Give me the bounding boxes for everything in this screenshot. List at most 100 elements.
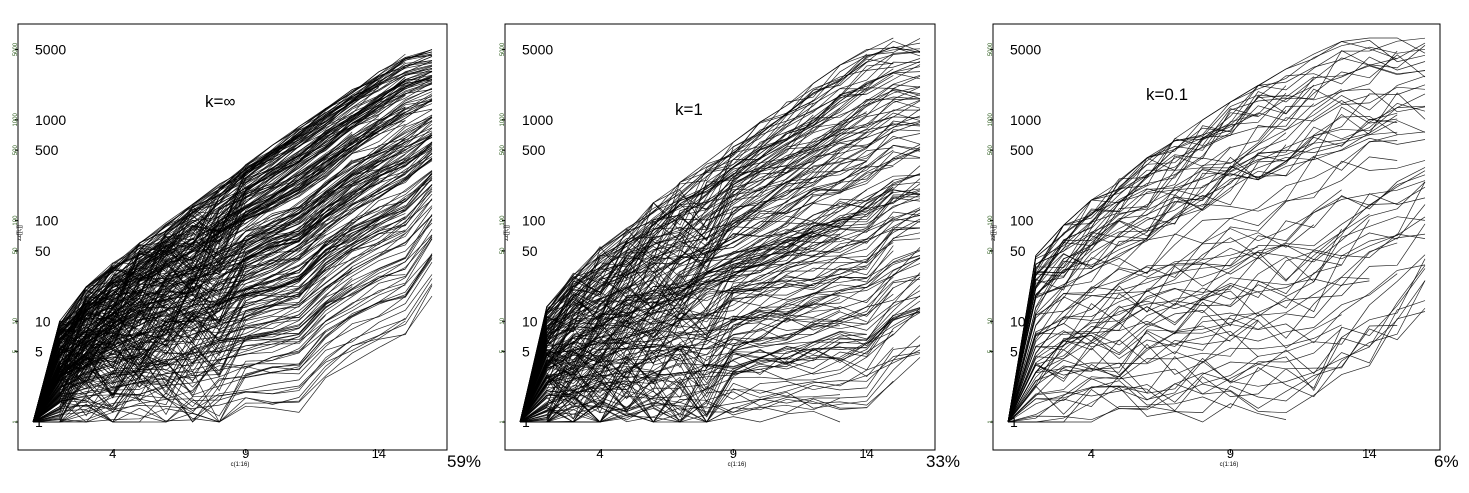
- series-line: [32, 295, 433, 423]
- series-line: [1007, 88, 1342, 423]
- series-line: [32, 131, 353, 423]
- series-line: [32, 61, 433, 423]
- series-line: [32, 238, 433, 423]
- series-line: [519, 96, 921, 423]
- series-line: [1007, 328, 1342, 423]
- y-tick-label-small: 1: [500, 420, 506, 424]
- series-line: [519, 161, 867, 423]
- x-tick-label: 4: [109, 446, 116, 461]
- series-line: [519, 391, 841, 423]
- series-line: [33, 288, 326, 423]
- series-line: [32, 77, 406, 423]
- series-line: [32, 70, 433, 423]
- series-line: [1007, 86, 1426, 423]
- series-line: [32, 120, 433, 423]
- y-tick-label-small: 1: [13, 420, 19, 424]
- y-tick-label: 1000: [35, 112, 66, 128]
- series-line: [519, 122, 894, 423]
- series-line: [519, 209, 921, 423]
- series-line: [1007, 216, 1426, 423]
- percent-label-2: 33%: [926, 452, 961, 471]
- y-tick-label-small: 5000: [13, 42, 19, 56]
- y-tick-label-small: 1000: [13, 113, 19, 127]
- series-line: [519, 74, 921, 423]
- series-line: [519, 250, 894, 423]
- series-line: [32, 214, 433, 423]
- series-line: [519, 307, 921, 423]
- series-line: [519, 111, 867, 423]
- plot-frame: [992, 23, 1441, 451]
- series-line: [1007, 307, 1426, 423]
- series-line: [519, 274, 921, 423]
- y-tick-label: 100: [35, 213, 59, 229]
- k-annotation: k=∞: [205, 92, 236, 111]
- series-line: [520, 410, 841, 423]
- series-line: [32, 164, 379, 423]
- series-line: [519, 61, 921, 423]
- series-line: [519, 135, 921, 423]
- y-tick-label: 1000: [522, 112, 553, 128]
- series-line: [519, 64, 921, 423]
- series-line: [1007, 264, 1426, 423]
- series-line: [519, 100, 921, 423]
- series-line: [32, 176, 433, 423]
- series-line: [519, 258, 921, 423]
- series-line: [32, 193, 433, 423]
- series-line: [519, 167, 814, 423]
- series-line: [32, 60, 433, 423]
- series-line: [1007, 180, 1426, 423]
- y-tick-label: 5000: [1010, 41, 1041, 57]
- k-annotation: k=0.1: [1146, 85, 1188, 104]
- series-line: [32, 267, 353, 423]
- y-tick-label: 1: [35, 414, 43, 430]
- series-line: [32, 177, 433, 423]
- series-line: [1007, 92, 1287, 423]
- series-line: [32, 123, 406, 423]
- series-line: [519, 120, 921, 423]
- series-line: [32, 62, 433, 423]
- series-line: [519, 300, 921, 423]
- x-tick-label: 14: [1362, 446, 1376, 461]
- series-line: [519, 190, 921, 423]
- x-tick-label: 4: [596, 446, 603, 461]
- series-line: [32, 65, 433, 423]
- y-tick-label-small: 5000: [988, 42, 994, 56]
- series-line: [32, 221, 353, 423]
- series-line: [1007, 273, 1398, 423]
- series-line: [32, 254, 433, 423]
- series-line: [1007, 156, 1398, 423]
- y-tick-label: 10: [1010, 313, 1026, 329]
- series-line: [1007, 242, 1398, 423]
- y-tick-label-small: 100: [988, 215, 994, 226]
- series-line: [32, 111, 326, 423]
- series-line: [520, 330, 894, 423]
- series-line: [32, 160, 380, 423]
- series-line: [32, 160, 433, 423]
- x-axis: 4 9 14: [109, 446, 386, 461]
- series-line: [1007, 113, 1398, 423]
- series-line: [32, 64, 433, 423]
- x-tick-label: 14: [372, 446, 386, 461]
- series-line: [519, 254, 921, 423]
- series-line: [519, 84, 921, 423]
- series-line: [519, 112, 921, 423]
- series-line: [520, 312, 921, 423]
- series-line: [519, 37, 894, 423]
- series-line: [32, 305, 326, 423]
- series-line: [1007, 167, 1426, 423]
- series-line: [1007, 319, 1259, 423]
- series-group: [1007, 37, 1426, 423]
- series-line: [32, 112, 406, 423]
- x-tick-label: 14: [859, 446, 873, 461]
- series-line: [519, 123, 841, 423]
- y-tick-label-small: 1000: [500, 113, 506, 127]
- y-tick-label-small: 50: [500, 247, 506, 254]
- percent-label-1: 59%: [447, 452, 482, 471]
- y-tick-label: 5000: [35, 41, 66, 57]
- series-line: [1007, 114, 1398, 423]
- series-line: [1007, 37, 1426, 423]
- series-line: [519, 42, 921, 423]
- series-line: [1007, 174, 1426, 423]
- series-line: [32, 76, 406, 423]
- y-tick-label-small: 10: [988, 317, 994, 324]
